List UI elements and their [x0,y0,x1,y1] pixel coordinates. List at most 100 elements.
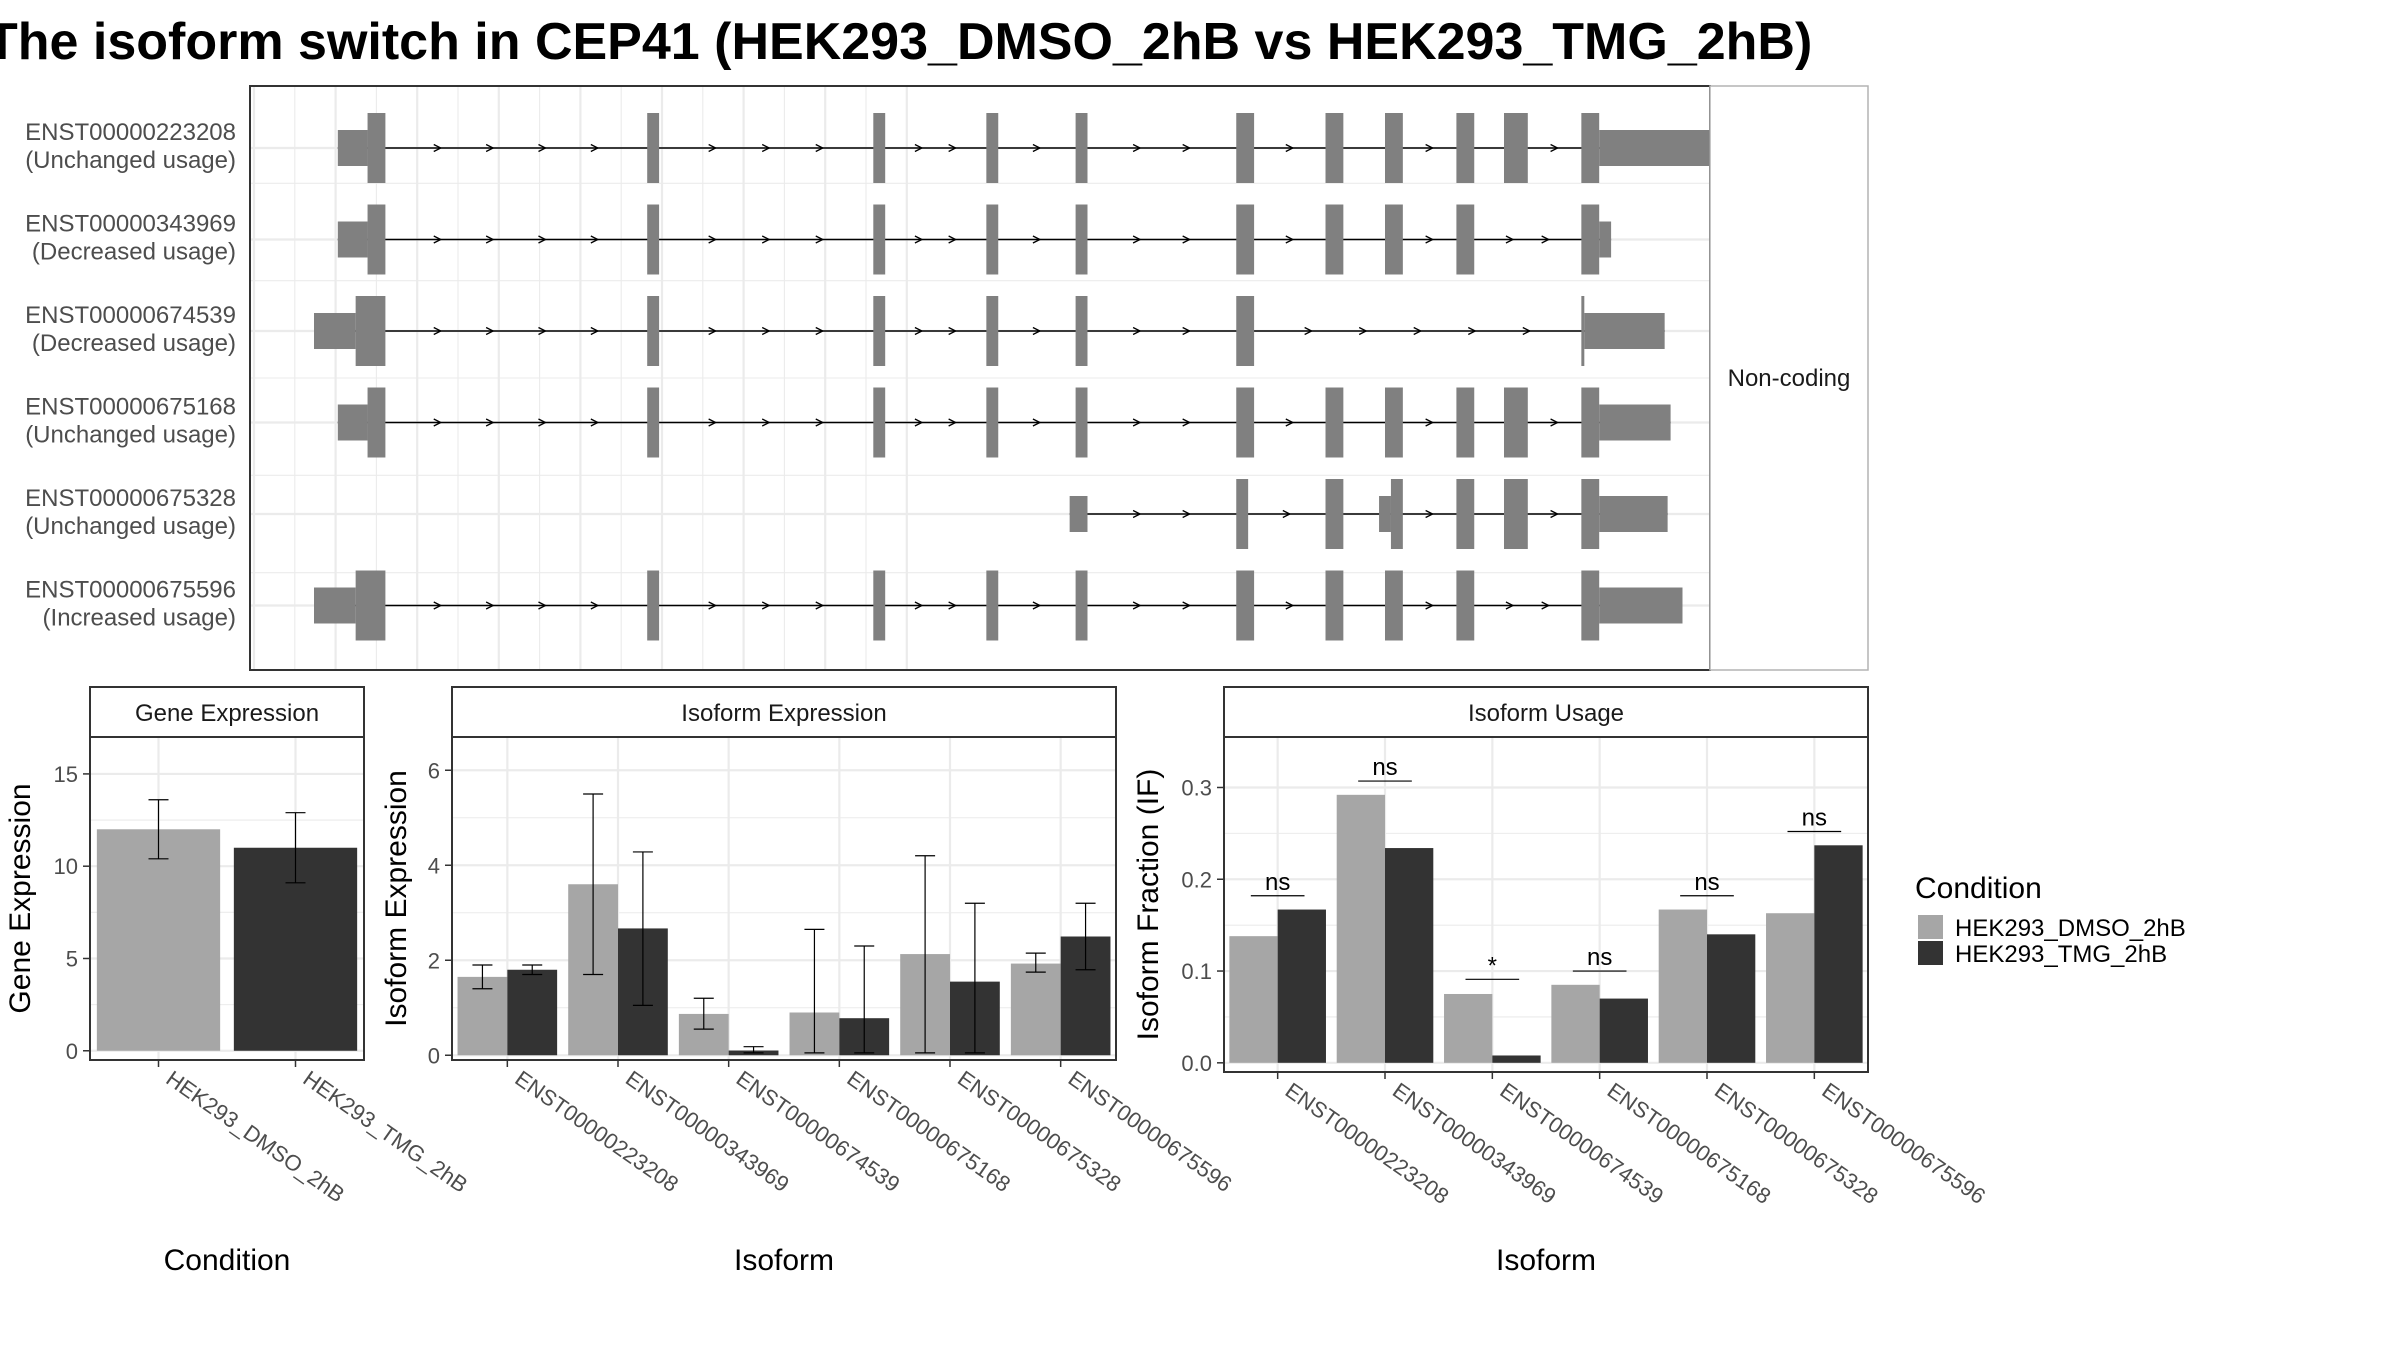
intron-arrow [1132,326,1142,336]
exon-cds [1075,570,1088,641]
bar [1277,909,1326,1063]
exon-cds [1236,479,1249,549]
intron-arrow [1182,418,1192,427]
significance-label: ns [1372,754,1397,781]
bar [1814,845,1863,1063]
intron-arrow [1182,601,1192,610]
panel-title: Isoform Expression [681,700,886,727]
intron-arrow [1182,326,1192,336]
transcript-usage: (Decreased usage) [32,239,236,266]
y-tick-label: 5 [66,946,78,971]
intron-arrow [815,143,825,153]
significance-label: ns [1802,805,1827,832]
significance-label: ns [1587,944,1612,971]
exon-utr [1599,587,1683,624]
intron-arrow [1285,235,1295,244]
bar [507,969,558,1056]
y-axis-title: Isoform Fraction (IF) [1132,769,1165,1041]
bar [1229,936,1278,1063]
intron-arrow [538,601,547,610]
intron-arrow [590,326,600,336]
bar [1444,993,1493,1063]
transcript-id: ENST00000675328 [25,485,236,512]
exon-cds [1075,113,1088,183]
intron-arrow [1032,326,1042,336]
y-tick-label: 0 [66,1039,78,1064]
exon-cds [1581,204,1600,275]
significance-label: ns [1694,869,1719,896]
y-tick-label: 0 [428,1043,440,1068]
intron-arrow [1285,418,1295,427]
transcript-usage: (Increased usage) [43,605,236,632]
panel-strip [1223,686,1869,738]
exon-cds [873,387,886,458]
intron-arrow [761,235,771,244]
intron-arrow [485,143,495,153]
exon-cds [1456,113,1475,183]
legend-key-dmso [1918,915,1943,939]
exon-cds [873,113,886,183]
exon-cds [1325,387,1344,458]
intron-arrow [1550,418,1560,427]
intron-arrow [1522,326,1532,336]
intron-arrow [708,235,718,244]
panel-title: Gene Expression [135,700,319,727]
intron-arrow [708,143,718,153]
intron-arrow [1285,601,1295,610]
exon-cds [986,113,999,183]
exon-cds [1456,479,1475,549]
intron-arrow [1285,143,1295,153]
exon-cds [1385,570,1403,641]
intron-arrow [948,235,958,244]
legend-title: Condition [1915,872,2042,905]
exon-cds [1581,113,1600,183]
bar [1658,909,1707,1063]
y-tick-label: 0.3 [1181,775,1212,800]
intron-arrow [815,418,825,427]
y-axis-title: Isoform Expression [380,770,413,1027]
intron-arrow [708,418,718,427]
intron-arrow [1282,509,1292,519]
exon-cds [1581,296,1585,366]
y-tick-label: 0.0 [1181,1051,1212,1076]
intron-arrow [914,143,924,153]
intron-arrow [1541,235,1551,244]
y-axis-title: Gene Expression [4,783,37,1013]
transcript-id: ENST00000343969 [25,211,236,238]
bar [1492,1055,1541,1063]
bar [1385,848,1434,1063]
exon-cds [355,296,386,366]
exon-cds [1075,387,1088,458]
side-strip-label: Non-coding [1728,365,1851,392]
intron-arrow [1032,418,1042,427]
legend-label-tmg: HEK293_TMG_2hB [1955,941,2167,968]
intron-arrow [1505,601,1515,610]
exon-cds [986,570,999,641]
exon-utr [314,313,356,349]
intron-arrow [1425,235,1435,244]
exon-cds [647,296,660,366]
intron-arrow [708,326,718,336]
intron-arrow [590,601,600,610]
isoform-expression-panel: 0246ENST00000223208ENST00000343969ENST00… [380,686,1236,1277]
y-tick-label: 2 [428,948,440,973]
bar [457,976,508,1056]
intron-arrow [433,143,443,153]
exon-utr [1599,221,1612,258]
intron-arrow [1032,601,1042,610]
exon-cds [367,113,386,183]
intron-arrow [485,418,495,427]
intron-arrow [761,418,771,427]
transcript-id: ENST00000223208 [25,119,236,146]
exon-utr [1379,496,1391,532]
panel-strip [451,686,1117,738]
intron-arrow [815,235,825,244]
exon-utr [337,221,368,258]
y-tick-label: 10 [54,854,78,879]
intron-arrow [538,235,547,244]
intron-arrow [1541,601,1551,610]
exon-cds [1504,113,1528,183]
transcript-usage: (Unchanged usage) [25,147,236,174]
x-axis-title: Isoform [734,1244,834,1277]
intron-arrow [1425,509,1435,519]
